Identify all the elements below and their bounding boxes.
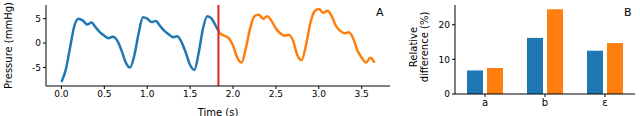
html-text:A: A	[376, 6, 384, 19]
svg-text:-5: -5	[32, 63, 41, 73]
svg-text:Time (s): Time (s)	[197, 107, 239, 116]
svg-text:10: 10	[439, 55, 451, 65]
svg-text:0: 0	[35, 38, 41, 48]
svg-text:3.0: 3.0	[312, 89, 327, 99]
svg-text:2.0: 2.0	[226, 89, 241, 99]
html-text:B: B	[624, 6, 632, 19]
svg-text:1.0: 1.0	[140, 89, 155, 99]
svg-text:2.5: 2.5	[269, 89, 283, 99]
svg-text:5: 5	[35, 14, 41, 24]
svg-text:3.5: 3.5	[355, 89, 369, 99]
svg-text:Pressure (mmHg): Pressure (mmHg)	[8, 2, 14, 89]
svg-text:0: 0	[444, 89, 450, 99]
svg-text:a: a	[482, 97, 488, 108]
html-text:difference (%): difference (%)	[419, 11, 430, 83]
svg-text:0.5: 0.5	[97, 89, 111, 99]
svg-text:ε: ε	[602, 97, 607, 108]
svg-text:0.0: 0.0	[54, 89, 69, 99]
svg-text:20: 20	[439, 20, 451, 30]
html-text:Relative: Relative	[408, 26, 419, 68]
svg-text:b: b	[542, 97, 548, 108]
svg-text:1.5: 1.5	[183, 89, 197, 99]
